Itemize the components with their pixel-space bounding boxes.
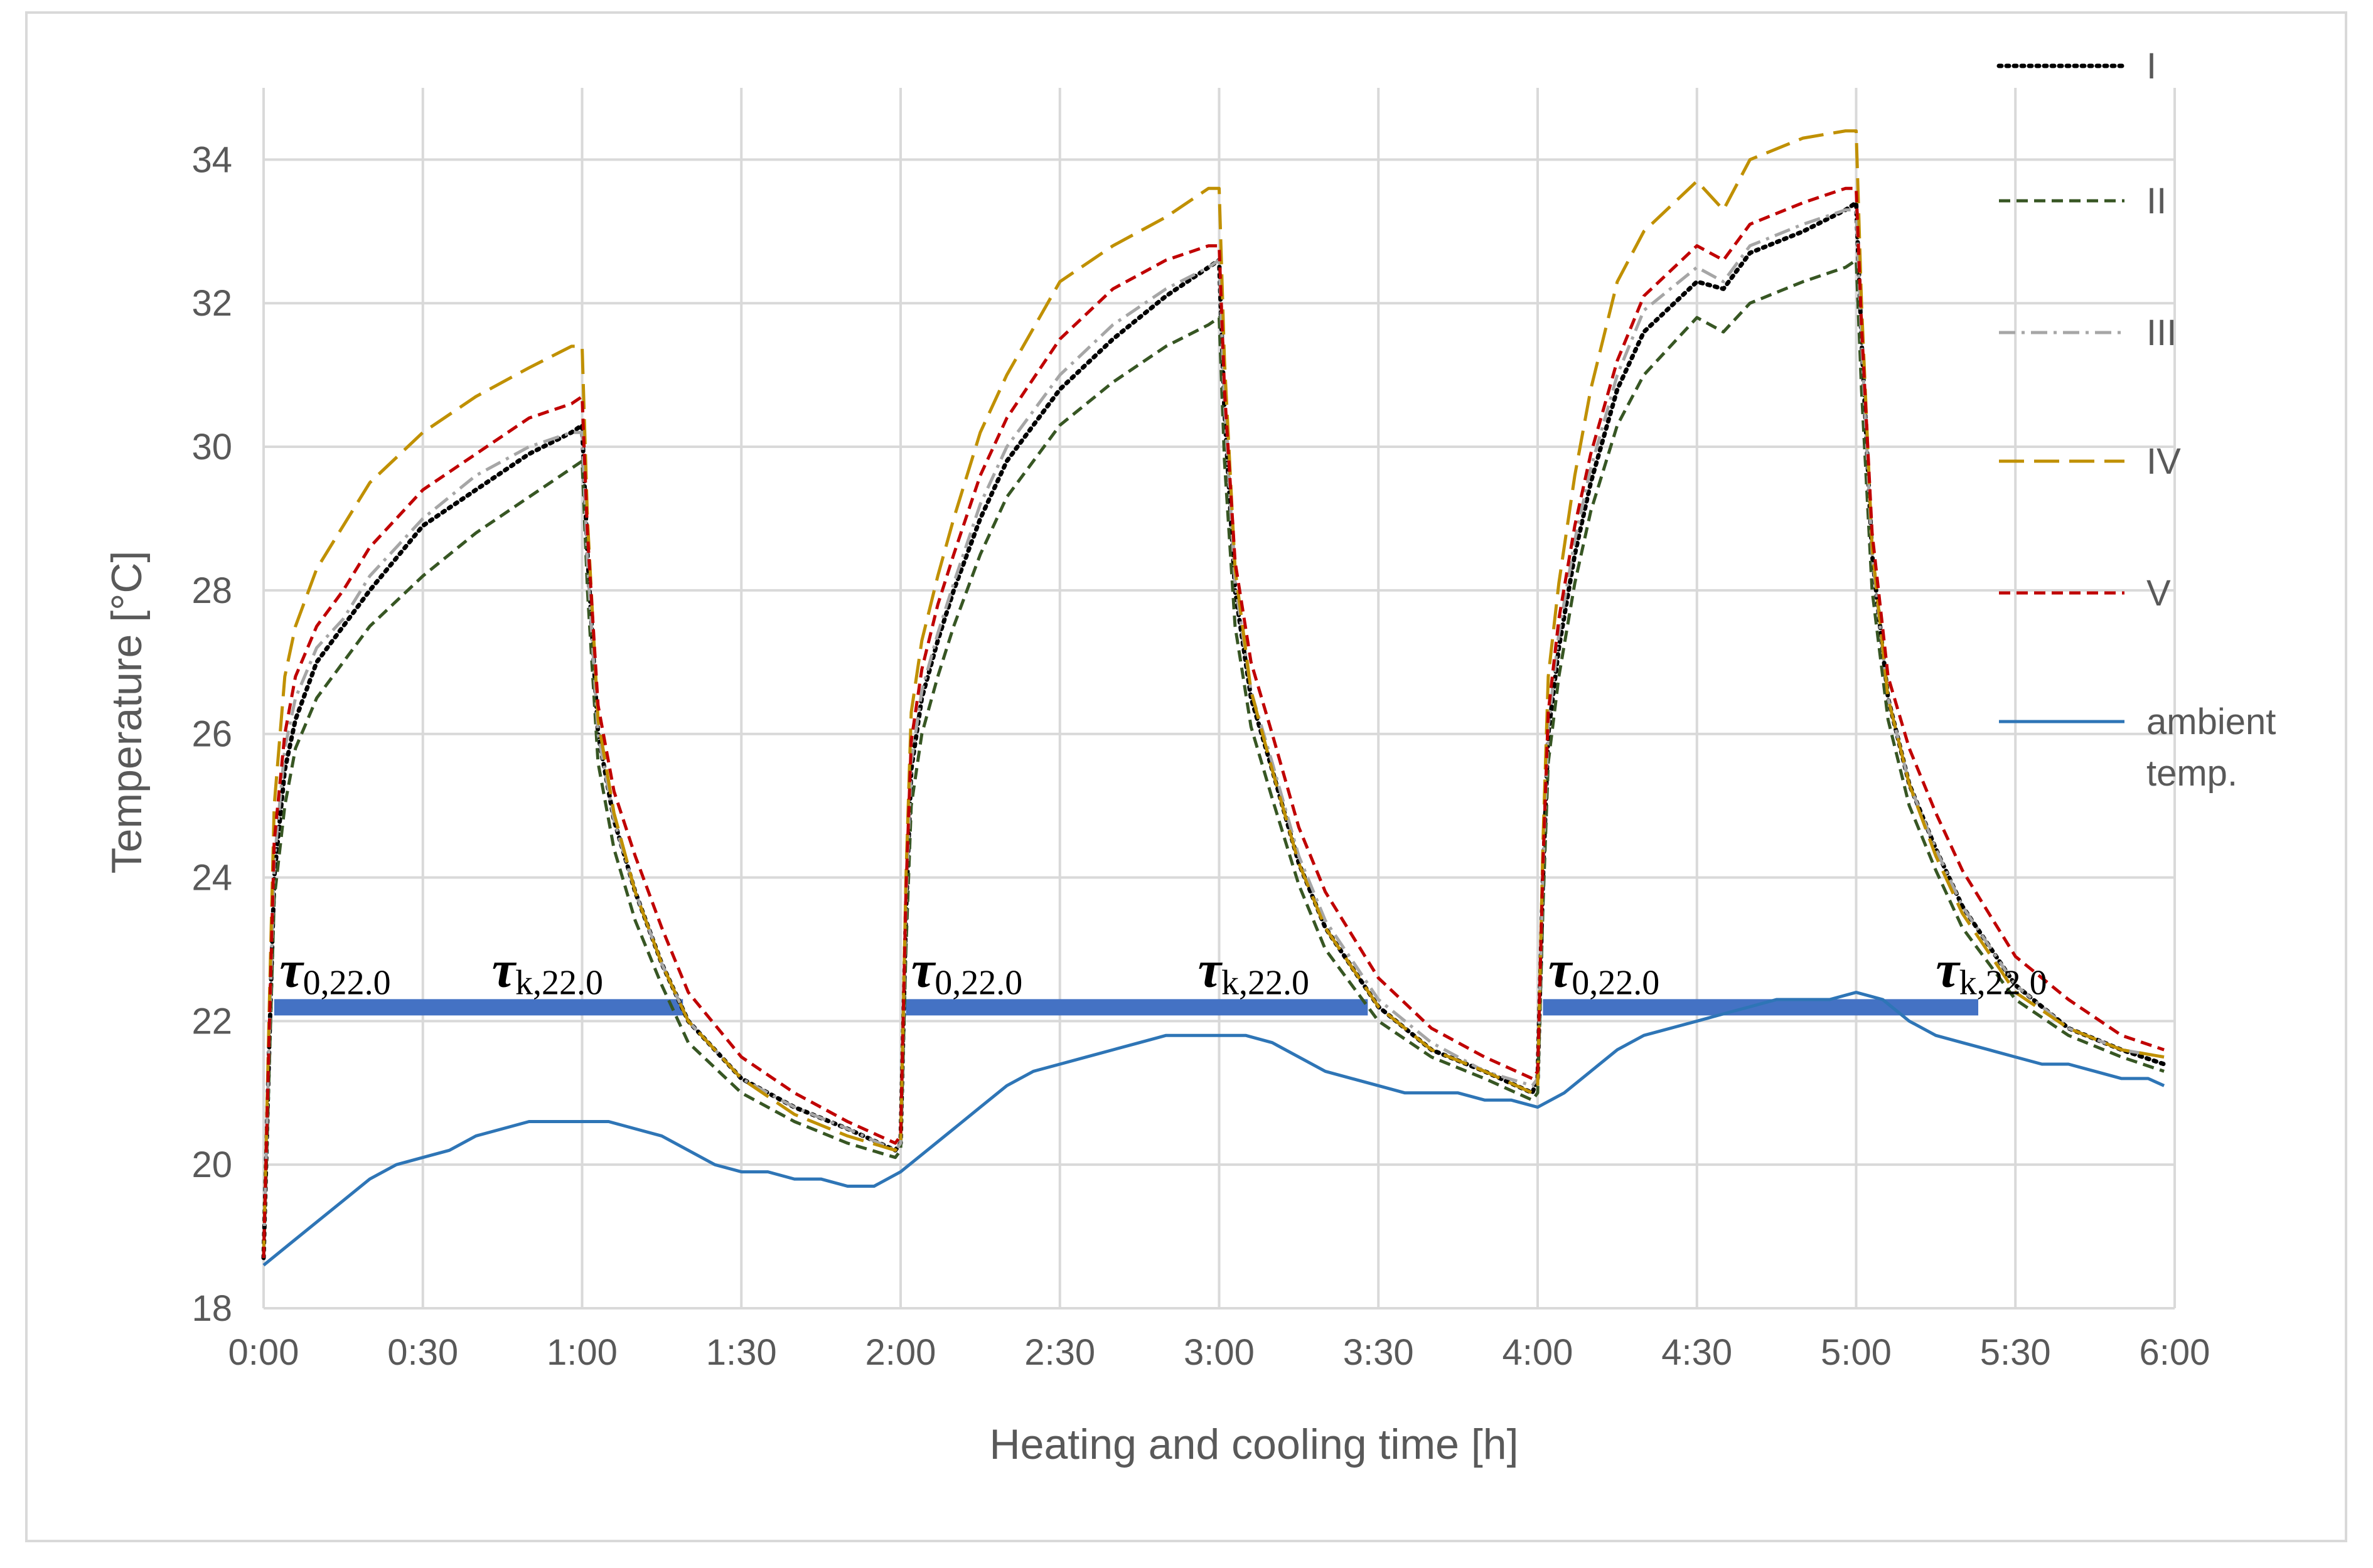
x-axis-ticks: 0:00 0:30 1:00 1:30 2:00 2:30 3:00 3:30 4:00 4:30… bbox=[228, 1332, 2210, 1373]
y-tick-label: 18 bbox=[191, 1288, 232, 1329]
tau-subscript: k,22.0 bbox=[1959, 963, 2047, 1002]
x-tick-label: 0:00 bbox=[228, 1332, 299, 1373]
y-tick-label: 26 bbox=[191, 714, 232, 755]
legend-label-1: I bbox=[2146, 46, 2156, 87]
tau-annotation: τ0,22.0 bbox=[279, 940, 390, 1002]
x-tick-label: 5:30 bbox=[1980, 1332, 2051, 1373]
tau-annotation: τk,22.0 bbox=[1198, 940, 1309, 1002]
x-tick-label: 1:00 bbox=[547, 1332, 618, 1373]
series-line-1 bbox=[261, 200, 2167, 1261]
series-group bbox=[261, 129, 2167, 1267]
x-tick-label: 3:30 bbox=[1343, 1332, 1414, 1373]
x-axis-title: Heating and cooling time [h] bbox=[990, 1421, 1519, 1468]
series-line-2 bbox=[262, 259, 2165, 1258]
y-tick-label: 32 bbox=[191, 283, 232, 324]
y-tick-label: 24 bbox=[191, 858, 232, 899]
series-line-3 bbox=[262, 208, 2165, 1258]
y-axis-ticks: 18 20 22 24 26 28 30 32 34 bbox=[191, 139, 232, 1329]
x-tick-label: 0:30 bbox=[387, 1332, 458, 1373]
tau-subscript: k,22.0 bbox=[515, 963, 603, 1002]
tau-symbol: τ bbox=[911, 940, 936, 998]
x-tick-label: 2:30 bbox=[1024, 1332, 1095, 1373]
series-line-5 bbox=[262, 186, 2165, 1258]
series-line-6 bbox=[262, 991, 2165, 1267]
tau-symbol: τ bbox=[279, 940, 304, 998]
series-line-4 bbox=[262, 129, 2165, 1258]
y-axis-title: Temperature [°C] bbox=[103, 551, 151, 874]
legend-label-4: IV bbox=[2146, 441, 2181, 482]
tau-annotation: τ0,22.0 bbox=[1548, 940, 1659, 1002]
tau-symbol: τ bbox=[1198, 940, 1223, 998]
legend-label-6: ambient temp. bbox=[2146, 701, 2276, 794]
legend-label-2: II bbox=[2146, 181, 2167, 221]
y-tick-label: 22 bbox=[191, 1001, 232, 1042]
y-tick-label: 30 bbox=[191, 427, 232, 467]
tau-symbol: τ bbox=[492, 940, 517, 998]
legend-label-3: III bbox=[2146, 312, 2177, 353]
x-tick-label: 4:00 bbox=[1503, 1332, 1573, 1373]
chart-frame bbox=[25, 11, 2347, 1542]
x-tick-label: 5:00 bbox=[1821, 1332, 1892, 1373]
legend-label-5: V bbox=[2146, 573, 2171, 614]
tau-annotation: τk,22.0 bbox=[1936, 940, 2047, 1002]
y-tick-label: 28 bbox=[191, 570, 232, 611]
y-tick-label: 20 bbox=[191, 1144, 232, 1185]
tau-annotation: τ0,22.0 bbox=[911, 940, 1022, 1002]
tau-subscript: k,22.0 bbox=[1221, 963, 1309, 1002]
tau-symbol: τ bbox=[1548, 940, 1573, 998]
tau-subscript: 0,22.0 bbox=[935, 963, 1022, 1002]
tau-subscript: 0,22.0 bbox=[303, 963, 391, 1002]
tau-subscript: 0,22.0 bbox=[1572, 963, 1659, 1002]
x-tick-label: 3:00 bbox=[1184, 1332, 1255, 1373]
x-tick-label: 2:00 bbox=[865, 1332, 936, 1373]
x-tick-label: 1:30 bbox=[706, 1332, 777, 1373]
x-tick-label: 6:00 bbox=[2140, 1332, 2210, 1373]
x-tick-label: 4:30 bbox=[1661, 1332, 1732, 1373]
tau-annotations: τ0,22.0 τk,22.0 τ0,22.0 τk,22.0 τ0,22.0 τk,22… bbox=[279, 940, 2047, 1002]
tau-symbol: τ bbox=[1936, 940, 1961, 998]
y-tick-label: 34 bbox=[191, 139, 232, 180]
tau-annotation: τk,22.0 bbox=[492, 940, 603, 1002]
